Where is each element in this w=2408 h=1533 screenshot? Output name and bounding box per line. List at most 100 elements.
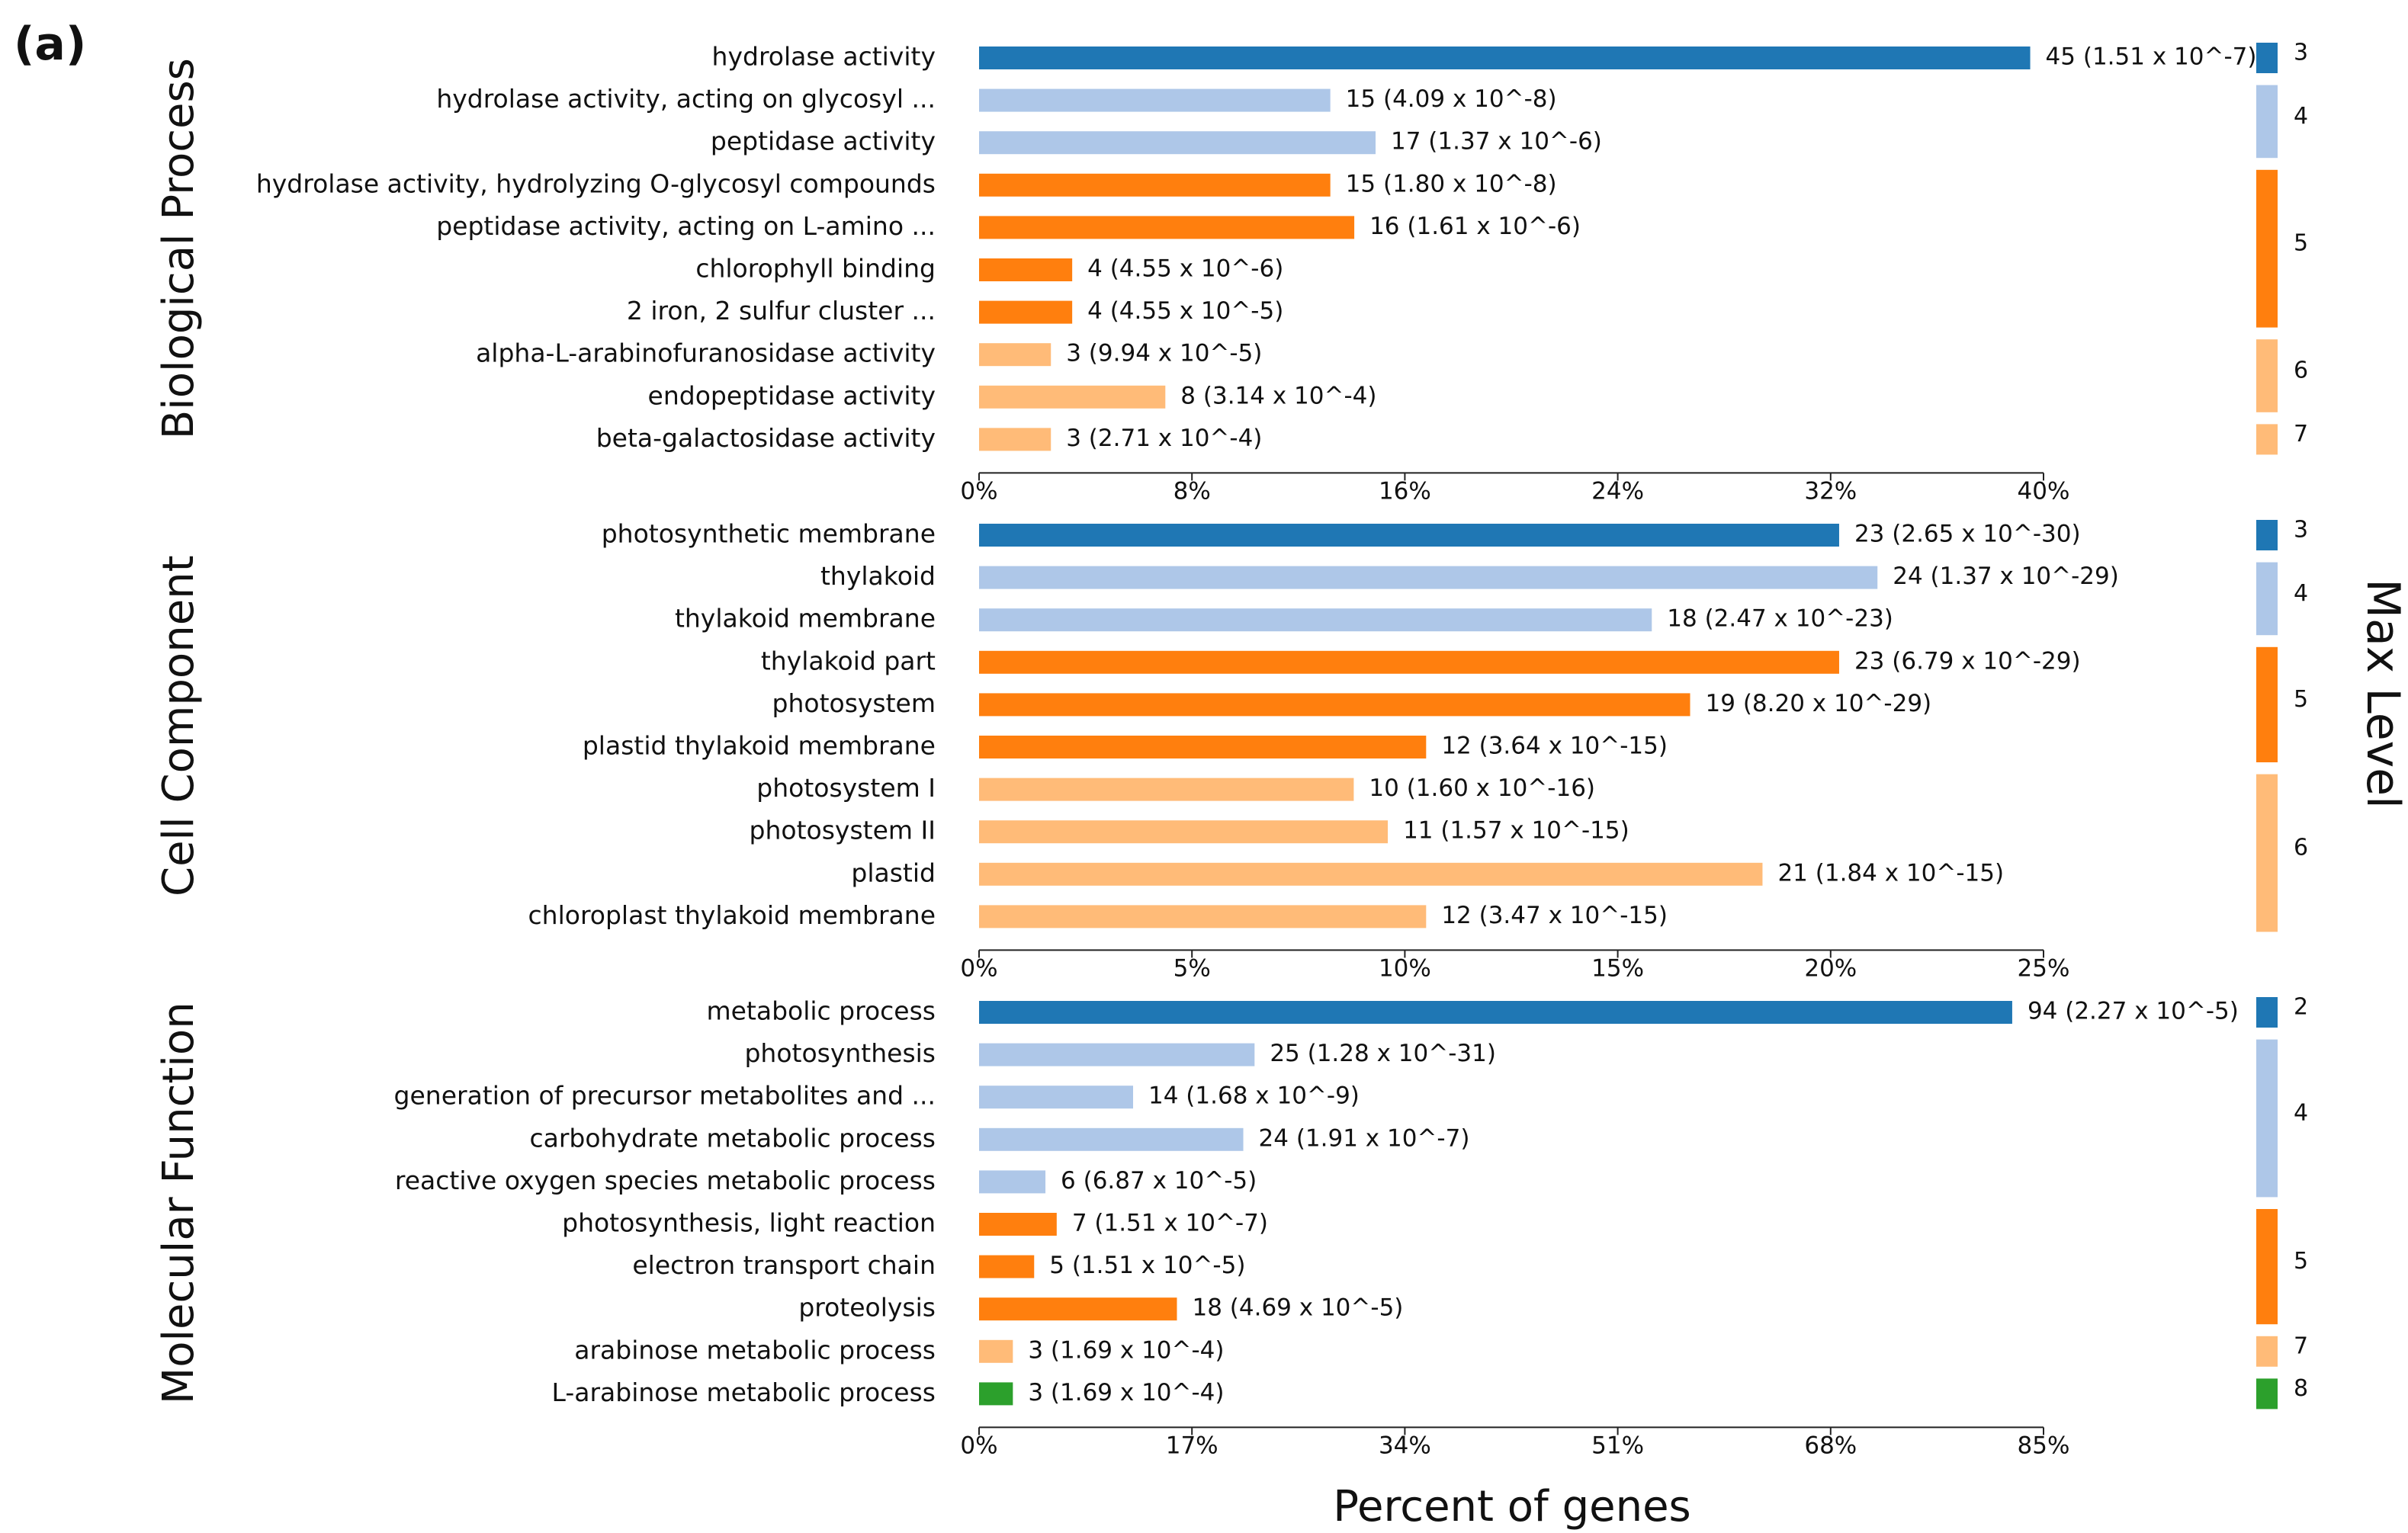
x-tick-label: 8% bbox=[1173, 477, 1211, 505]
level-group-label: 4 bbox=[2294, 1100, 2308, 1127]
category-label: endopeptidase activity bbox=[648, 380, 936, 410]
level-group-label: 4 bbox=[2294, 103, 2308, 130]
data-label: 3 (9.94 x 10^-5) bbox=[1066, 340, 1262, 367]
bar bbox=[979, 1213, 1057, 1236]
level-group-bar bbox=[2256, 1378, 2278, 1410]
category-label: photosystem II bbox=[750, 816, 936, 845]
data-label: 3 (2.71 x 10^-4) bbox=[1066, 425, 1262, 452]
category-label: arabinose metabolic process bbox=[574, 1335, 936, 1365]
bar bbox=[979, 1127, 1244, 1151]
bar bbox=[979, 566, 1878, 589]
x-tick-label: 16% bbox=[1379, 477, 1431, 505]
data-label: 17 (1.37 x 10^-6) bbox=[1391, 128, 1602, 156]
x-tick-label: 24% bbox=[1591, 477, 1644, 505]
category-label: thylakoid membrane bbox=[675, 604, 936, 633]
level-group-label: 3 bbox=[2294, 517, 2308, 544]
x-tick-label: 40% bbox=[2018, 477, 2070, 505]
bar bbox=[979, 650, 1839, 674]
level-group-label: 3 bbox=[2294, 40, 2308, 66]
level-group-bar bbox=[2256, 562, 2278, 636]
category-label: alpha-L-arabinofuranosidase activity bbox=[476, 338, 936, 368]
category-label: photosynthesis bbox=[744, 1038, 936, 1068]
category-label: plastid thylakoid membrane bbox=[583, 731, 936, 761]
bar bbox=[979, 905, 1427, 928]
bar bbox=[979, 131, 1376, 155]
bar bbox=[979, 88, 1331, 112]
panel-molecular-function: Molecular Function metabolic process 94 (2… bbox=[154, 994, 2308, 1460]
level-group-label: 8 bbox=[2294, 1375, 2308, 1402]
data-label: 18 (4.69 x 10^-5) bbox=[1192, 1294, 1403, 1322]
level-group-label: 5 bbox=[2294, 1248, 2308, 1275]
data-label: 12 (3.47 x 10^-15) bbox=[1441, 902, 1668, 929]
level-group-label: 5 bbox=[2294, 230, 2308, 257]
category-label: hydrolase activity bbox=[712, 42, 936, 72]
bar bbox=[979, 736, 1427, 758]
panel-title: Biological Process bbox=[154, 58, 204, 439]
level-group-bar bbox=[2256, 1039, 2278, 1198]
category-label: carbohydrate metabolic process bbox=[529, 1123, 936, 1153]
data-label: 23 (2.65 x 10^-30) bbox=[1854, 521, 2081, 548]
category-label: 2 iron, 2 sulfur cluster ... bbox=[627, 296, 936, 326]
bar bbox=[979, 385, 1166, 409]
bar bbox=[979, 820, 1389, 844]
x-tick-label: 0% bbox=[960, 477, 997, 505]
x-tick-label: 15% bbox=[1591, 954, 1644, 982]
level-group-bar bbox=[2256, 997, 2278, 1028]
category-label: photosynthetic membrane bbox=[602, 519, 936, 549]
bar bbox=[979, 524, 1839, 547]
category-label: hydrolase activity, hydrolyzing O-glycos… bbox=[256, 168, 936, 198]
level-group-bar bbox=[2256, 339, 2278, 412]
level-group-bar bbox=[2256, 424, 2278, 455]
level-group-label: 4 bbox=[2294, 580, 2308, 607]
bar bbox=[979, 216, 1355, 239]
category-label: photosynthesis, light reaction bbox=[562, 1208, 936, 1238]
level-group-bar bbox=[2256, 85, 2278, 159]
level-group-label: 5 bbox=[2294, 686, 2308, 713]
level-group-label: 6 bbox=[2294, 358, 2308, 384]
data-label: 12 (3.64 x 10^-15) bbox=[1441, 733, 1668, 760]
x-tick-label: 34% bbox=[1379, 1432, 1431, 1459]
category-label: L-arabinose metabolic process bbox=[552, 1377, 936, 1407]
data-label: 3 (1.69 x 10^-4) bbox=[1028, 1379, 1224, 1406]
bar bbox=[979, 1255, 1035, 1278]
data-label: 24 (1.91 x 10^-7) bbox=[1259, 1124, 1470, 1152]
category-label: reactive oxygen species metabolic proces… bbox=[395, 1166, 936, 1195]
bar bbox=[979, 1339, 1013, 1363]
x-tick-label: 25% bbox=[2018, 954, 2070, 982]
x-axis-label: Percent of genes bbox=[1333, 1482, 1690, 1531]
bar bbox=[979, 1297, 1177, 1321]
category-label: proteolysis bbox=[798, 1293, 936, 1323]
level-group-label: 2 bbox=[2294, 994, 2308, 1021]
data-label: 24 (1.37 x 10^-29) bbox=[1893, 563, 2119, 590]
category-label: hydrolase activity, acting on glycosyl .… bbox=[436, 84, 936, 114]
data-label: 15 (4.09 x 10^-8) bbox=[1346, 85, 1557, 113]
data-label: 6 (6.87 x 10^-5) bbox=[1061, 1167, 1257, 1195]
x-tick-label: 0% bbox=[960, 1432, 997, 1459]
right-axis-label: Max Level bbox=[2356, 579, 2408, 809]
bar bbox=[979, 1382, 1013, 1406]
category-label: thylakoid part bbox=[761, 646, 936, 675]
category-label: electron transport chain bbox=[632, 1250, 936, 1280]
category-label: metabolic process bbox=[706, 996, 936, 1026]
bar bbox=[979, 608, 1652, 632]
level-group-bar bbox=[2256, 520, 2278, 550]
data-label: 3 (1.69 x 10^-4) bbox=[1028, 1336, 1224, 1364]
level-group-bar bbox=[2256, 43, 2278, 73]
bar bbox=[979, 1043, 1255, 1066]
level-group-bar bbox=[2256, 646, 2278, 762]
x-tick-label: 0% bbox=[960, 954, 997, 982]
category-label: chloroplast thylakoid membrane bbox=[528, 900, 936, 930]
x-tick-label: 20% bbox=[1804, 954, 1857, 982]
category-label: plastid bbox=[851, 858, 936, 887]
data-label: 19 (8.20 x 10^-29) bbox=[1706, 690, 1932, 717]
x-tick-label: 17% bbox=[1166, 1432, 1218, 1459]
panel-title: Cell Component bbox=[154, 555, 204, 896]
category-label: thylakoid bbox=[820, 561, 936, 591]
x-tick-label: 68% bbox=[1804, 1432, 1857, 1459]
bar bbox=[979, 343, 1051, 367]
bar bbox=[979, 1170, 1046, 1194]
panel-title: Molecular Function bbox=[154, 1002, 204, 1404]
level-group-label: 6 bbox=[2294, 835, 2308, 861]
